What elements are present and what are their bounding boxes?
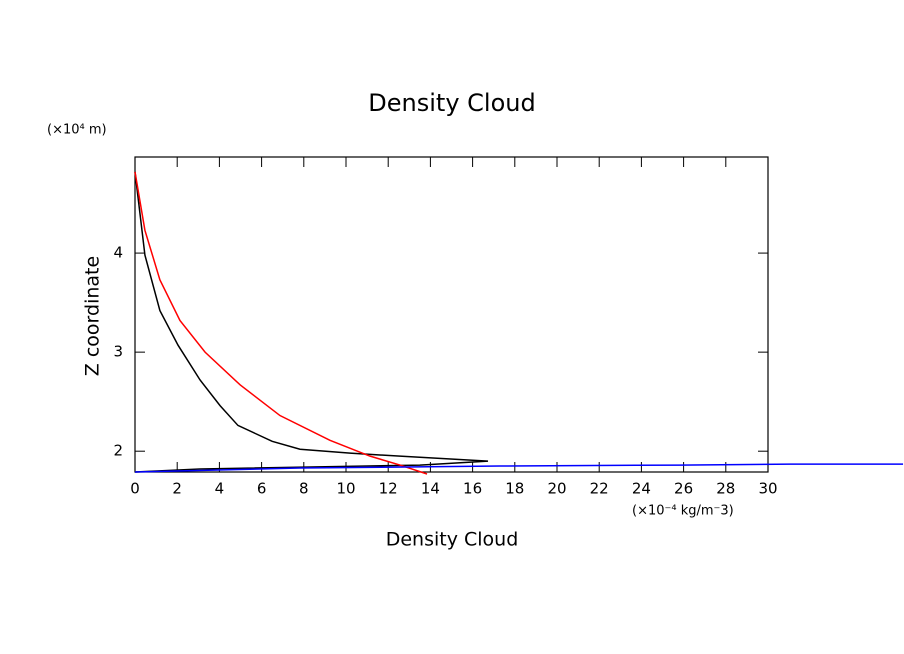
x-tick-label: 26 (674, 480, 693, 498)
x-tick-label: 2 (172, 480, 182, 498)
x-tick-label: 22 (590, 480, 609, 498)
y-tick-label: 2 (113, 442, 123, 460)
x-tick-label: 16 (463, 480, 482, 498)
x-tick-label: 10 (336, 480, 355, 498)
plot-frame (134, 156, 769, 473)
x-tick-label: 6 (257, 480, 267, 498)
chart-title: Density Cloud (368, 89, 535, 117)
y-unit: (×10⁴ m) (47, 123, 107, 138)
data-line (134, 171, 428, 475)
x-tick-label: 28 (716, 480, 735, 498)
y-axis-label: Z coordinate (82, 256, 104, 376)
x-tick-label: 8 (299, 480, 309, 498)
y-tick-label: 3 (113, 343, 123, 361)
x-tick-label: 30 (758, 480, 777, 498)
x-tick-label: 4 (215, 480, 225, 498)
x-unit: (×10⁻⁴ kg/m⁻3) (632, 504, 734, 519)
x-tick-label: 18 (505, 480, 524, 498)
x-tick-label: 24 (632, 480, 651, 498)
x-tick-label: 12 (379, 480, 398, 498)
x-tick-label: 0 (130, 480, 140, 498)
x-tick-label: 14 (421, 480, 440, 498)
data-line (134, 463, 904, 473)
x-axis-label: Density Cloud (386, 529, 519, 551)
y-tick-label: 4 (113, 244, 123, 262)
data-line (134, 171, 489, 473)
x-tick-label: 20 (547, 480, 566, 498)
